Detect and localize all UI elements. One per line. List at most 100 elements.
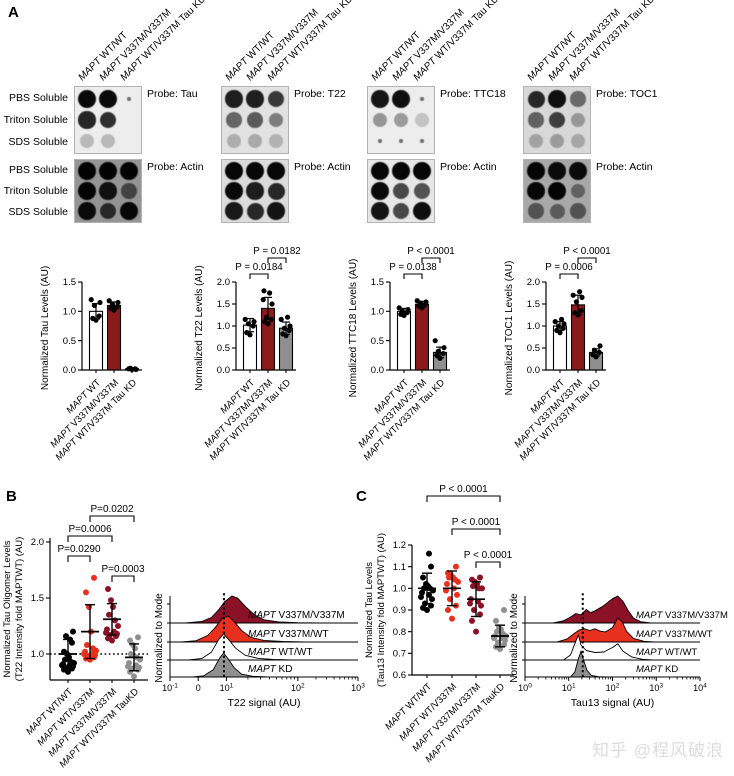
ridge-label: MAPT KD — [248, 664, 292, 675]
y-axis-title: Normalized Tau Levels (AU) — [40, 266, 51, 390]
blot-dot — [127, 97, 131, 101]
y-tick-label: 0.5 — [371, 336, 384, 347]
bar — [396, 310, 412, 371]
label-rest: WT/WT — [662, 647, 697, 658]
blot-dot — [529, 134, 543, 148]
data-point — [84, 642, 90, 649]
t22-bar-chart: 0.0 0.5 1.0 1.5 2.0 Normalized T22 Levels (AU… — [194, 246, 301, 463]
data-point — [250, 323, 256, 329]
exponent: -1 — [172, 683, 178, 690]
probe-label: Probe: TTC18 — [440, 88, 506, 100]
ridge-label: MAPT V337M/WT — [248, 629, 329, 640]
data-point — [469, 617, 475, 624]
p-value-label: P=0.0006 — [68, 524, 112, 535]
blot-dot — [225, 202, 243, 220]
data-point — [127, 637, 133, 644]
p-value-label: P < 0.0001 — [563, 246, 611, 257]
blot-dot — [78, 162, 96, 180]
blot-dot — [101, 134, 115, 148]
data-point — [242, 316, 248, 322]
blot-dot — [528, 203, 544, 219]
gene-name: MAPT — [248, 610, 277, 621]
data-point — [579, 294, 585, 300]
y-tick-label: 1.5 — [527, 299, 540, 310]
blot-dot — [527, 162, 545, 180]
y-axis-title: Normalized Tau Oligomer Levels — [2, 540, 13, 677]
blot-dot — [548, 182, 566, 200]
data-point — [573, 299, 579, 305]
data-point — [478, 602, 484, 609]
data-point — [591, 347, 597, 353]
blot-dot — [246, 162, 264, 180]
blot-dot — [99, 90, 117, 108]
blot-dot — [571, 134, 585, 148]
data-point — [454, 591, 460, 598]
gene-name: MAPT — [525, 55, 553, 84]
y-axis-title: Normalized TOC1 Levels (AU) — [504, 261, 515, 396]
label-rest: V337M/WT — [662, 629, 712, 640]
exponent: 0 — [528, 683, 532, 690]
x-tick-label: 104 — [693, 683, 707, 694]
significance-bracket — [559, 273, 579, 279]
data-point — [131, 673, 137, 680]
blot-dot — [548, 111, 566, 129]
data-point — [501, 607, 507, 613]
panel-b-label: B — [6, 488, 17, 505]
gene-name: MAPT — [636, 647, 664, 658]
y-tick-label: 1.5 — [371, 277, 384, 288]
y-tick-label: 1.5 — [217, 299, 230, 310]
data-point — [426, 550, 432, 557]
data-point — [286, 327, 292, 333]
gene-name: MAPT — [636, 629, 664, 640]
blot-dot — [569, 162, 587, 180]
data-point — [570, 292, 576, 298]
significance-bracket — [451, 528, 501, 535]
ridge-label: MAPT WT/WT — [636, 647, 697, 658]
data-point — [126, 659, 132, 666]
data-point — [560, 325, 566, 331]
data-point — [263, 314, 269, 320]
y-tick-label: 1.5 — [31, 593, 44, 604]
ridge — [563, 634, 654, 661]
data-point — [115, 623, 121, 629]
data-point — [281, 325, 287, 331]
p-value-label: P=0.0202 — [90, 504, 134, 515]
blot-dot — [78, 202, 96, 220]
data-point — [449, 615, 455, 622]
y-axis-title: Normalized to Mode — [509, 593, 520, 683]
p-value-label: P < 0.0001 — [439, 484, 488, 495]
blot-row-label: PBS Soluble — [9, 92, 68, 104]
gene-name: MAPT — [636, 610, 664, 621]
p-value-label: P < 0.0001 — [452, 517, 501, 528]
data-point — [555, 323, 561, 329]
exponent: 1 — [572, 683, 576, 690]
label-rest: KD — [276, 664, 293, 675]
x-tick-label: 102 — [606, 683, 620, 694]
significance-bracket — [111, 575, 135, 582]
blot-row-label: SDS Soluble — [8, 136, 68, 148]
tau13-scatter-plot: 0.6 0.7 0.8 0.9 1.0 1.1 1.2 Normalized Tau Leve… — [364, 484, 514, 765]
data-point — [445, 607, 451, 613]
data-point — [561, 321, 567, 327]
blot-dot — [527, 182, 545, 200]
y-tick-label: 1.5 — [63, 277, 76, 288]
data-point — [428, 563, 434, 570]
blot-dot — [371, 202, 389, 220]
data-point — [559, 316, 565, 322]
data-point — [68, 658, 74, 665]
y-tick-label: 1.0 — [31, 649, 44, 660]
blot-dot — [570, 203, 586, 219]
gene-name: MAPT — [223, 55, 251, 84]
label-rest: V337M/WT — [276, 629, 329, 640]
data-point — [473, 628, 479, 635]
data-point — [399, 308, 405, 314]
data-point — [114, 304, 120, 310]
blot-dot — [548, 162, 566, 180]
y-tick-label: 2.0 — [527, 277, 540, 288]
data-point — [88, 297, 94, 303]
toc1-bar-chart: 0.0 0.5 1.0 1.5 2.0 Normalized TOC1 Levels (A… — [504, 246, 611, 463]
ridge — [570, 650, 608, 678]
blot-dot — [267, 202, 285, 220]
data-point — [60, 661, 66, 668]
blot-dot — [570, 183, 586, 199]
